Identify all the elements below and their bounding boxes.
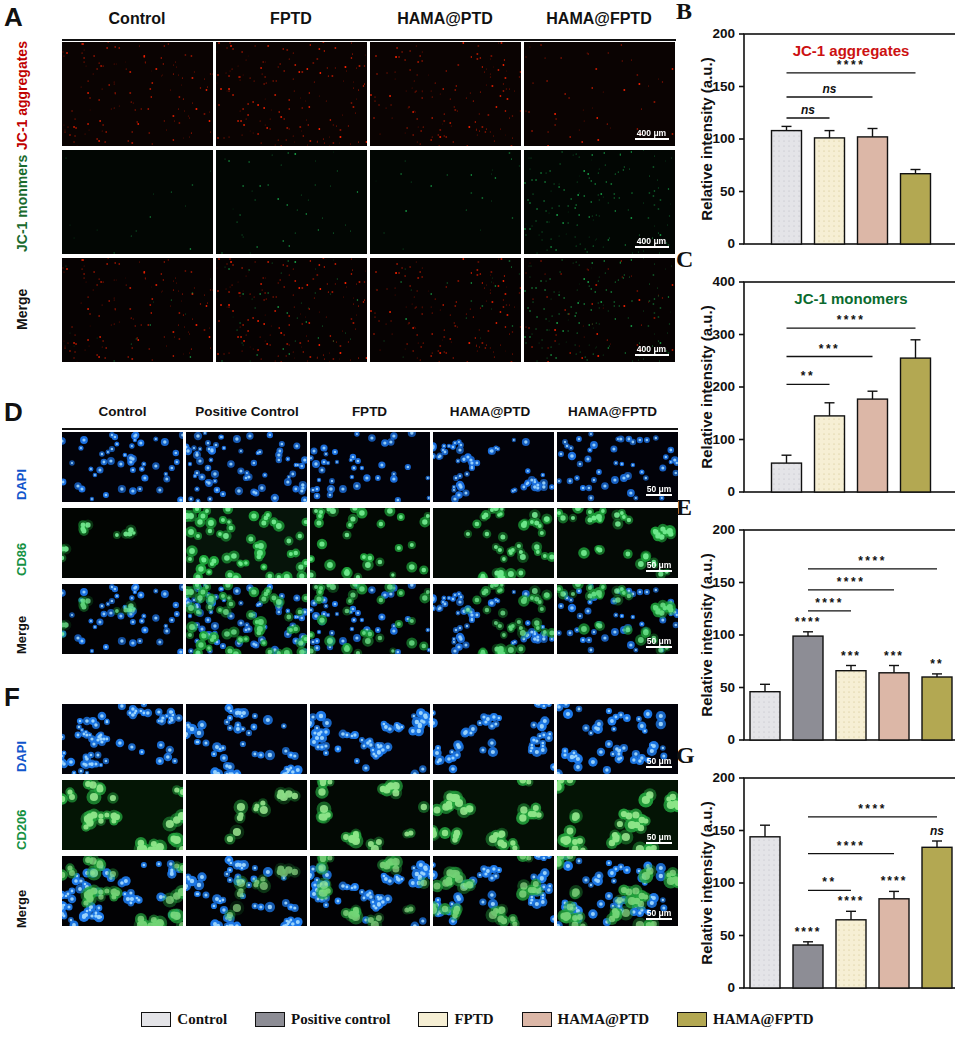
svg-text:ns: ns [930, 824, 944, 838]
svg-text:200: 200 [712, 379, 735, 394]
svg-text:****: **** [815, 596, 844, 610]
svg-text:100: 100 [712, 627, 735, 642]
svg-text:****: **** [837, 839, 866, 853]
svg-text:JC-1 aggregates: JC-1 aggregates [793, 42, 910, 59]
svg-text:50: 50 [720, 680, 735, 695]
svg-text:****: **** [881, 874, 908, 888]
svg-text:200: 200 [712, 770, 735, 785]
svg-text:100: 100 [712, 875, 735, 890]
svg-text:JC-1 monomers: JC-1 monomers [794, 290, 907, 307]
svg-text:ns: ns [822, 82, 836, 96]
svg-text:50: 50 [720, 928, 735, 943]
svg-text:0: 0 [727, 484, 735, 496]
svg-text:****: **** [795, 615, 822, 629]
svg-text:ns: ns [801, 103, 815, 117]
svg-text:200: 200 [712, 522, 735, 537]
svg-text:0: 0 [727, 980, 735, 992]
svg-text:****: **** [858, 802, 887, 816]
svg-text:150: 150 [712, 79, 735, 94]
svg-text:****: **** [795, 925, 822, 939]
svg-text:400: 400 [712, 274, 735, 289]
svg-text:100: 100 [712, 432, 735, 447]
svg-text:**: ** [801, 369, 815, 383]
svg-text:**: ** [930, 657, 943, 671]
svg-text:***: *** [819, 342, 841, 356]
svg-text:150: 150 [712, 575, 735, 590]
svg-text:****: **** [838, 894, 865, 908]
svg-text:300: 300 [712, 327, 735, 342]
svg-text:0: 0 [727, 732, 735, 744]
svg-text:***: *** [841, 649, 861, 663]
svg-text:****: **** [837, 575, 866, 589]
svg-text:0: 0 [727, 236, 735, 248]
svg-text:**: ** [822, 875, 836, 889]
svg-text:150: 150 [712, 823, 735, 838]
svg-text:****: **** [837, 313, 866, 327]
svg-text:****: **** [837, 58, 866, 72]
svg-text:200: 200 [712, 26, 735, 41]
svg-text:100: 100 [712, 131, 735, 146]
svg-text:50: 50 [720, 184, 735, 199]
svg-text:****: **** [858, 554, 887, 568]
svg-text:***: *** [884, 649, 904, 663]
